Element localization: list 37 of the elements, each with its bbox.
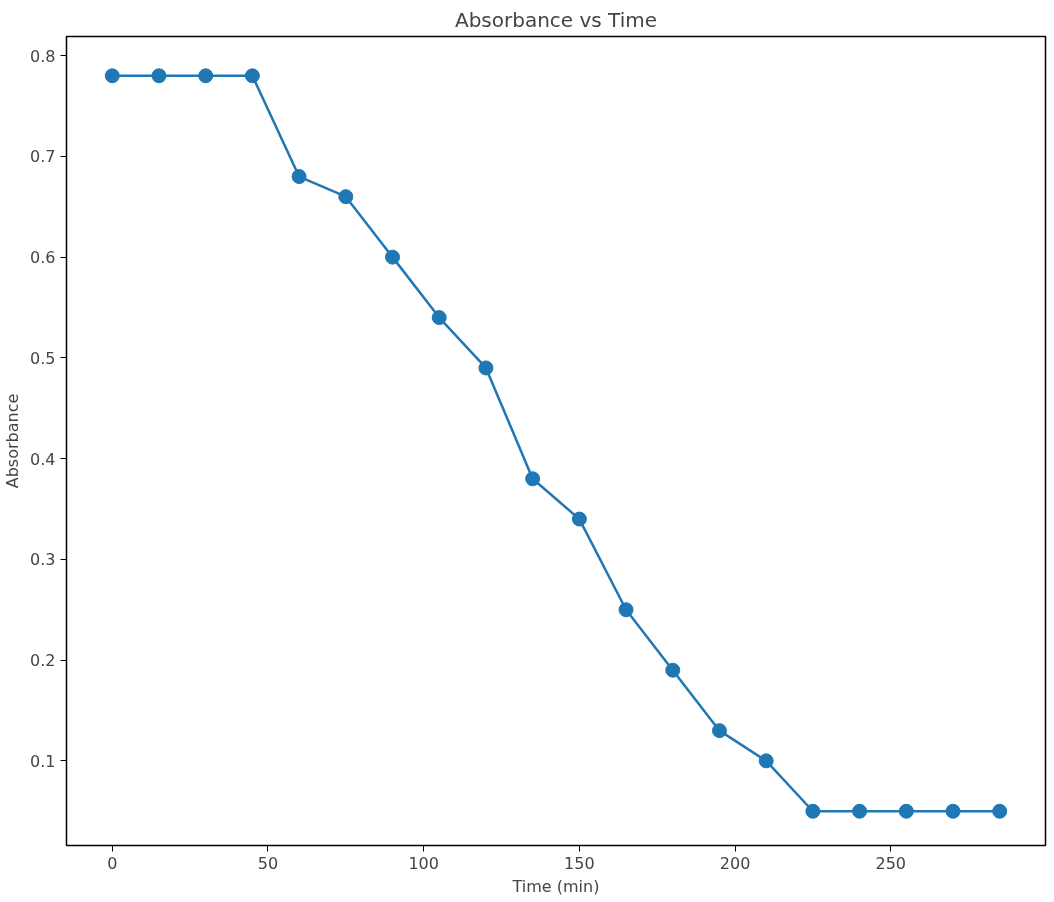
point xyxy=(244,68,260,84)
point xyxy=(571,511,587,527)
point xyxy=(291,169,307,185)
chart-title: Absorbance vs Time xyxy=(454,7,658,32)
point xyxy=(525,471,541,487)
point xyxy=(618,602,634,618)
x-axis-title: Time (min) xyxy=(511,876,600,896)
x-tick-label: 0 xyxy=(107,853,118,873)
y-tick-label: 0.6 xyxy=(30,248,56,268)
point xyxy=(805,803,821,819)
y-tick-label: 0.5 xyxy=(30,348,56,368)
x-tick-label: 100 xyxy=(408,853,439,873)
point xyxy=(992,803,1008,819)
point xyxy=(478,360,494,376)
point xyxy=(758,753,774,769)
y-axis-title: Absorbance xyxy=(3,393,23,489)
point xyxy=(852,803,868,819)
y-tick-label: 0.3 xyxy=(30,550,56,570)
y-tick-label: 0.2 xyxy=(30,651,56,671)
point xyxy=(385,249,401,265)
y-tick-label: 0.1 xyxy=(30,751,56,771)
point xyxy=(104,68,120,84)
point xyxy=(711,723,727,739)
point xyxy=(338,189,354,205)
point xyxy=(198,68,214,84)
point xyxy=(151,68,167,84)
x-tick-label: 200 xyxy=(719,853,751,873)
point xyxy=(898,803,914,819)
point xyxy=(945,803,961,819)
y-tick-label: 0.4 xyxy=(30,449,56,469)
x-tick-label: 250 xyxy=(875,853,907,873)
point xyxy=(431,310,447,326)
y-tick-label: 0.7 xyxy=(30,147,56,167)
point xyxy=(665,662,681,678)
y-tick-label: 0.8 xyxy=(30,46,56,66)
x-tick-label: 50 xyxy=(257,853,279,873)
x-tick-label: 150 xyxy=(564,853,595,873)
